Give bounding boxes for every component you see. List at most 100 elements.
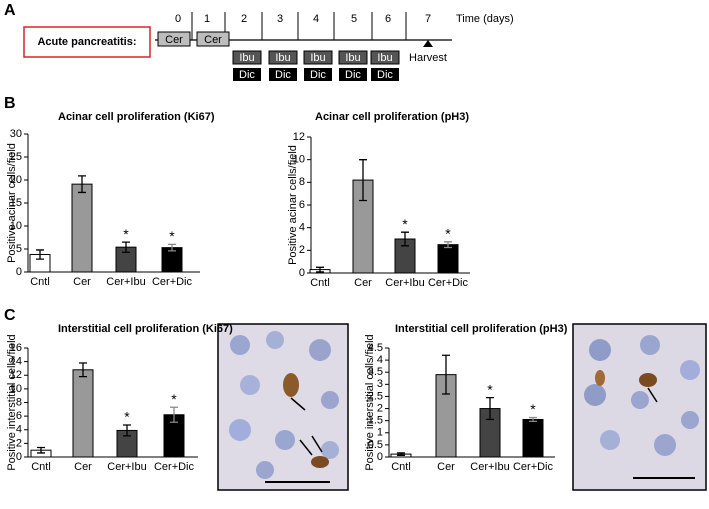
day-label: 4	[313, 13, 319, 25]
y-tick-label: 14	[10, 356, 22, 368]
error-bar	[79, 362, 87, 378]
significance-mark: *	[445, 226, 451, 242]
error-bar	[37, 446, 45, 454]
chart-title: Acinar cell proliferation (Ki67)	[58, 111, 215, 123]
error-bar	[401, 231, 409, 247]
dic-text: Dic	[345, 69, 361, 81]
error-bar	[359, 159, 367, 202]
y-tick-label: 2.5	[368, 390, 383, 402]
x-tick-label: Cntl	[310, 277, 330, 289]
error-bar	[397, 452, 405, 456]
error-bar	[170, 406, 178, 423]
dic-text: Dic	[275, 69, 291, 81]
y-tick-label: 3.5	[368, 366, 383, 378]
y-tick-label: 2	[16, 437, 22, 449]
error-bar	[529, 416, 537, 423]
x-tick-label: Cntl	[30, 276, 50, 288]
ibu-box	[232, 50, 262, 65]
x-tick-label: Cntl	[391, 461, 411, 473]
y-tick-label: 0	[299, 267, 305, 279]
significance-mark: *	[487, 381, 493, 397]
y-tick-label: 0	[16, 266, 22, 278]
error-bar	[123, 424, 131, 437]
x-tick-label: Cer+Ibu	[106, 276, 145, 288]
ibu-text: Ibu	[310, 52, 325, 64]
y-tick-label: 30	[10, 128, 22, 140]
micrograph	[572, 323, 707, 491]
ibu-box	[338, 50, 368, 65]
y-axis-label: Positive interstitial cells/field	[6, 334, 18, 470]
significance-mark: *	[124, 409, 130, 425]
cer-box	[196, 31, 230, 47]
y-tick-label: 2	[299, 244, 305, 256]
panel-label: A	[4, 2, 16, 19]
y-tick-label: 6	[299, 199, 305, 211]
y-tick-label: 12	[293, 131, 305, 143]
error-bar	[316, 266, 324, 273]
panel-label: C	[4, 307, 16, 324]
y-tick-label: 10	[10, 220, 22, 232]
cer-text: Cer	[165, 34, 183, 46]
y-tick-label: 1.5	[368, 415, 383, 427]
error-bar	[122, 241, 130, 253]
ibu-text: Ibu	[345, 52, 360, 64]
day-label: 6	[385, 13, 391, 25]
y-tick-label: 25	[10, 151, 22, 163]
chart-title: Interstitial cell proliferation (pH3)	[395, 323, 568, 335]
day-label: 5	[351, 13, 357, 25]
y-tick-label: 4	[16, 424, 22, 436]
panel-label: B	[4, 95, 16, 112]
x-tick-label: Cer+Dic	[154, 461, 195, 473]
x-tick-label: Cer+Dic	[152, 276, 193, 288]
day-label: 0	[175, 13, 181, 25]
day-label: 1	[204, 13, 210, 25]
error-bar	[444, 241, 452, 249]
x-tick-label: Cer	[354, 277, 372, 289]
y-tick-label: 4.5	[368, 342, 383, 354]
label-box	[23, 26, 151, 58]
dic-box	[304, 68, 332, 81]
bar	[522, 418, 544, 458]
cer-text: Cer	[204, 34, 222, 46]
day-label: 3	[277, 13, 283, 25]
significance-mark: *	[169, 228, 175, 244]
y-tick-label: 15	[10, 197, 22, 209]
day-label: 7	[425, 13, 431, 25]
dic-text: Dic	[310, 69, 326, 81]
ibu-box	[370, 50, 400, 65]
ibu-text: Ibu	[275, 52, 290, 64]
significance-mark: *	[530, 401, 536, 417]
dic-box	[269, 68, 297, 81]
chart-title: Interstitial cell proliferation (Ki67)	[58, 323, 233, 335]
y-tick-label: 16	[10, 342, 22, 354]
y-tick-label: 3	[377, 378, 383, 390]
y-tick-label: 0	[377, 451, 383, 463]
significance-mark: *	[171, 391, 177, 407]
timeline-label: Acute pancreatitis:	[37, 36, 136, 48]
x-tick-label: Cer	[437, 461, 455, 473]
x-tick-label: Cer+Dic	[428, 277, 469, 289]
ibu-text: Ibu	[239, 52, 254, 64]
error-bar	[78, 175, 86, 194]
day-label: 2	[241, 13, 247, 25]
x-tick-label: Cer	[74, 461, 92, 473]
ibu-text: Ibu	[377, 52, 392, 64]
significance-mark: *	[402, 216, 408, 232]
y-tick-label: 10	[293, 154, 305, 166]
x-tick-label: Cer+Ibu	[107, 461, 146, 473]
cer-box	[157, 31, 191, 47]
significance-mark: *	[123, 226, 129, 242]
x-tick-label: Cntl	[31, 461, 51, 473]
ibu-box	[268, 50, 298, 65]
dic-box	[371, 68, 399, 81]
dic-box	[233, 68, 261, 81]
x-tick-label: Cer+Ibu	[470, 461, 509, 473]
y-tick-label: 8	[16, 396, 22, 408]
dic-text: Dic	[239, 69, 255, 81]
error-bar	[36, 249, 44, 260]
error-bar	[168, 243, 176, 252]
y-tick-label: 2	[377, 402, 383, 414]
y-tick-label: 1	[377, 427, 383, 439]
y-axis-label: Positive acinar cells/field	[287, 145, 299, 265]
